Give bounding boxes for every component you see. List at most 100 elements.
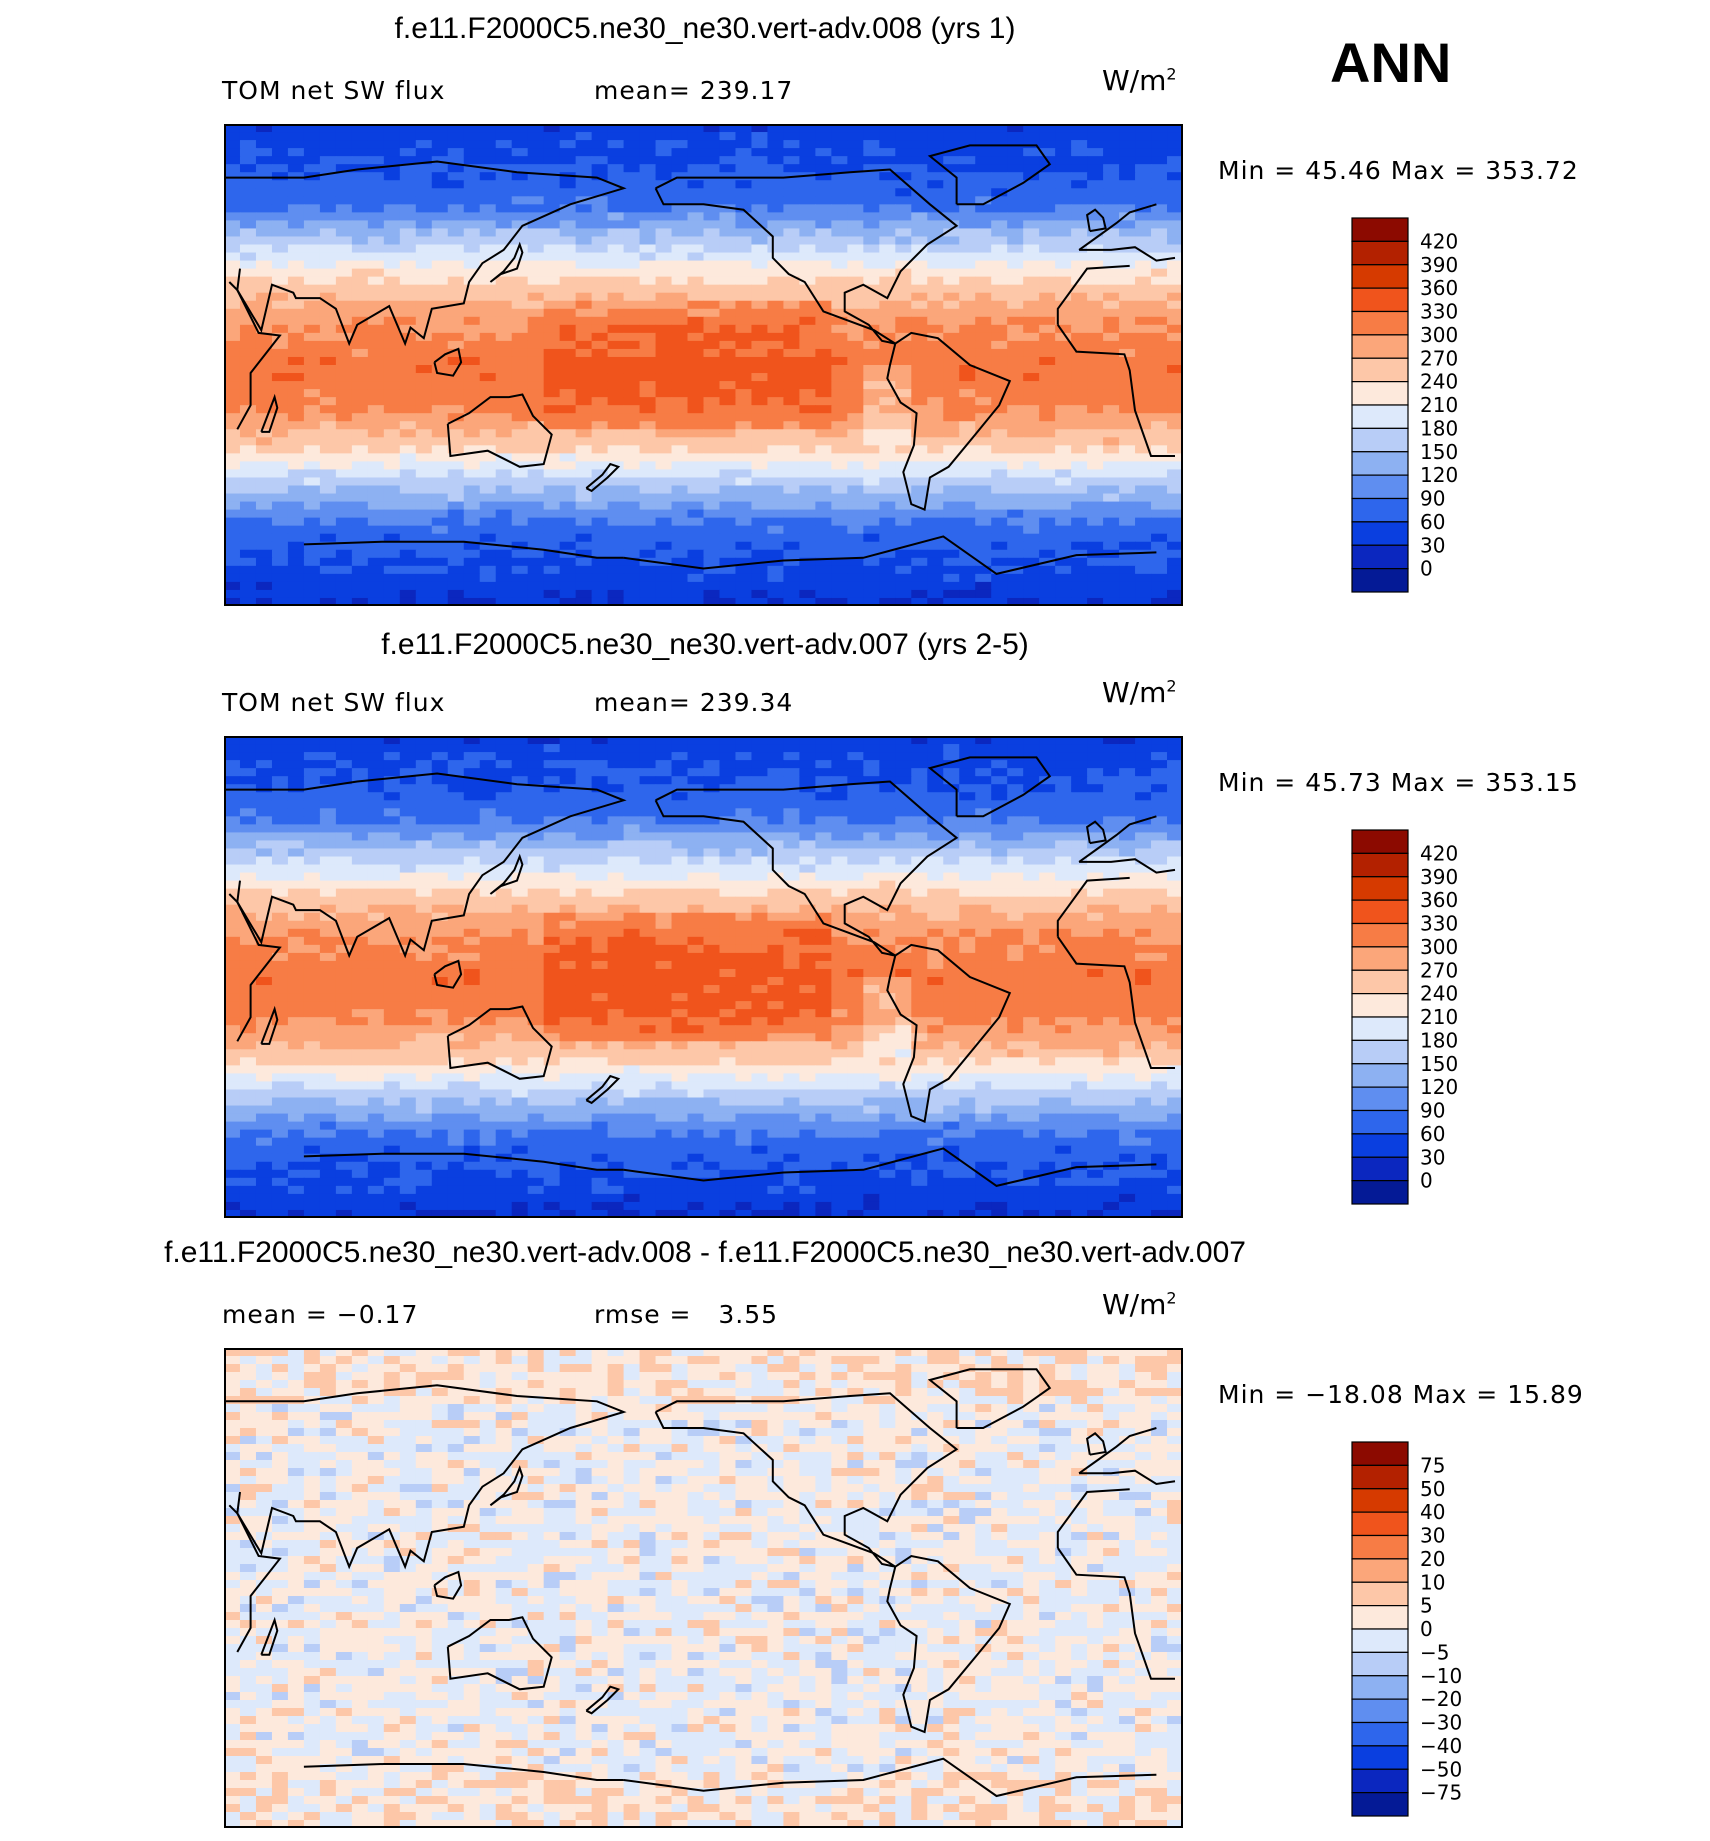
map-cell xyxy=(639,212,657,221)
map-cell xyxy=(511,429,529,438)
map-cell xyxy=(1119,413,1136,422)
map-cell xyxy=(655,776,673,785)
map-cell xyxy=(383,525,401,535)
map-cell xyxy=(671,744,689,753)
map-cell xyxy=(1087,896,1104,906)
map-cell xyxy=(1167,236,1183,246)
map-cell xyxy=(527,904,545,914)
map-cell xyxy=(271,292,289,302)
map-cell xyxy=(559,573,577,583)
map-cell xyxy=(399,557,417,567)
map-cell xyxy=(991,236,1008,246)
map-cell xyxy=(1071,824,1088,833)
map-cell xyxy=(224,533,241,543)
map-cell xyxy=(303,597,321,606)
map-cell xyxy=(607,469,625,479)
map-cell xyxy=(543,832,561,842)
map-cell xyxy=(847,816,864,825)
map-cell xyxy=(271,581,289,591)
map-cell xyxy=(415,461,433,471)
map-cell xyxy=(351,517,369,527)
map-cell xyxy=(911,437,928,446)
map-cell xyxy=(463,228,481,238)
map-cell xyxy=(799,493,816,503)
map-cell xyxy=(783,485,800,495)
map-cell xyxy=(1071,252,1088,262)
map-cell xyxy=(1119,164,1136,173)
map-cell xyxy=(351,324,369,334)
map-cell xyxy=(511,228,529,238)
map-cell xyxy=(575,800,593,809)
map-cell xyxy=(1023,292,1040,302)
map-cell xyxy=(255,365,273,374)
map-cell xyxy=(224,517,241,527)
map-cell xyxy=(271,549,289,559)
map-cell xyxy=(623,792,641,801)
map-cell xyxy=(543,188,561,197)
map-cell xyxy=(255,268,273,278)
map-cell xyxy=(1119,744,1136,753)
map-cell xyxy=(671,148,689,157)
map-cell xyxy=(511,557,529,567)
map-cell xyxy=(224,453,241,462)
map-cell xyxy=(447,581,465,591)
map-cell xyxy=(351,461,369,471)
map-cell xyxy=(975,381,992,390)
map-cell xyxy=(863,268,880,278)
map-cell xyxy=(879,413,896,422)
map-cell xyxy=(399,188,417,197)
map-cell xyxy=(1055,477,1072,487)
map-cell xyxy=(991,381,1008,390)
map-cell xyxy=(559,148,577,157)
map-cell xyxy=(1023,204,1040,213)
map-cell xyxy=(991,124,1008,133)
map-cell xyxy=(447,228,465,238)
map-cell xyxy=(399,437,417,446)
map-cell xyxy=(303,220,321,230)
map-cell xyxy=(847,180,864,189)
map-cell xyxy=(975,308,992,318)
map-cell xyxy=(271,132,289,141)
map-cell xyxy=(335,437,353,446)
map-cell xyxy=(479,421,497,430)
map-cell xyxy=(495,365,513,374)
map-cell xyxy=(767,525,785,535)
map-cell xyxy=(1135,808,1152,817)
map-cell xyxy=(959,148,976,157)
map-cell xyxy=(1039,429,1056,438)
map-cell xyxy=(463,204,481,213)
map-cell xyxy=(431,204,449,213)
map-cell xyxy=(1087,533,1104,543)
map-cell xyxy=(383,389,401,398)
map-cell xyxy=(799,292,816,302)
map-cell xyxy=(1103,324,1120,334)
map-cell xyxy=(895,204,912,213)
map-cell xyxy=(703,413,721,422)
map-cell xyxy=(639,324,657,334)
map-cell xyxy=(431,172,449,181)
map-cell xyxy=(479,744,497,753)
map-cell xyxy=(623,493,641,503)
map-cell xyxy=(351,292,369,302)
map-cell xyxy=(1119,308,1136,318)
map-cell xyxy=(447,565,465,575)
map-cell xyxy=(847,888,864,898)
map-cell xyxy=(783,453,800,462)
map-cell xyxy=(511,493,529,503)
map-cell xyxy=(719,848,737,858)
map-cell xyxy=(911,220,928,230)
map-cell xyxy=(783,581,800,591)
map-cell xyxy=(1135,501,1152,511)
map-cell xyxy=(463,477,481,487)
map-cell xyxy=(1007,244,1024,254)
map-cell xyxy=(1135,348,1152,358)
map-cell xyxy=(783,260,800,270)
map-cell xyxy=(271,445,289,454)
map-cell xyxy=(1087,493,1104,503)
map-cell xyxy=(463,316,481,326)
map-cell xyxy=(975,501,992,511)
map-cell xyxy=(911,324,928,334)
map-cell xyxy=(991,276,1008,286)
map-cell xyxy=(975,429,992,438)
map-cell xyxy=(767,397,785,406)
